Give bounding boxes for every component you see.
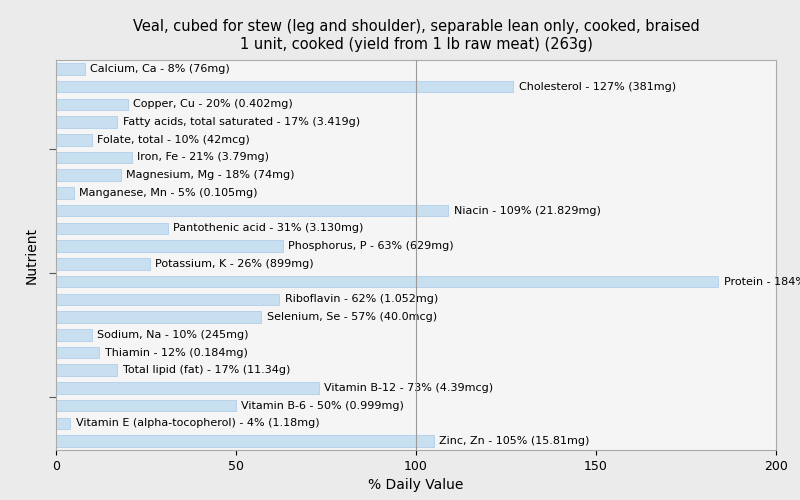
- Bar: [56, 312, 262, 323]
- Title: Veal, cubed for stew (leg and shoulder), separable lean only, cooked, braised
1 : Veal, cubed for stew (leg and shoulder),…: [133, 20, 699, 52]
- Bar: [56, 222, 168, 234]
- Bar: [56, 400, 236, 411]
- Text: Niacin - 109% (21.829mg): Niacin - 109% (21.829mg): [454, 206, 601, 216]
- Text: Phosphorus, P - 63% (629mg): Phosphorus, P - 63% (629mg): [288, 241, 454, 251]
- Text: Thiamin - 12% (0.184mg): Thiamin - 12% (0.184mg): [105, 348, 247, 358]
- Text: Sodium, Na - 10% (245mg): Sodium, Na - 10% (245mg): [98, 330, 249, 340]
- Bar: [56, 418, 70, 429]
- Bar: [56, 346, 99, 358]
- Bar: [56, 294, 279, 305]
- Text: Manganese, Mn - 5% (0.105mg): Manganese, Mn - 5% (0.105mg): [79, 188, 258, 198]
- Text: Total lipid (fat) - 17% (11.34g): Total lipid (fat) - 17% (11.34g): [122, 365, 290, 375]
- Text: Vitamin B-6 - 50% (0.999mg): Vitamin B-6 - 50% (0.999mg): [242, 400, 404, 410]
- Text: Folate, total - 10% (42mcg): Folate, total - 10% (42mcg): [98, 135, 250, 145]
- Bar: [56, 81, 514, 92]
- Bar: [56, 152, 132, 164]
- Bar: [56, 63, 85, 74]
- Text: Vitamin B-12 - 73% (4.39mcg): Vitamin B-12 - 73% (4.39mcg): [324, 383, 494, 393]
- Bar: [56, 329, 92, 340]
- Bar: [56, 436, 434, 447]
- X-axis label: % Daily Value: % Daily Value: [368, 478, 464, 492]
- Text: Copper, Cu - 20% (0.402mg): Copper, Cu - 20% (0.402mg): [134, 100, 293, 110]
- Bar: [56, 134, 92, 145]
- Text: Cholesterol - 127% (381mg): Cholesterol - 127% (381mg): [518, 82, 676, 92]
- Text: Zinc, Zn - 105% (15.81mg): Zinc, Zn - 105% (15.81mg): [439, 436, 590, 446]
- Bar: [56, 205, 449, 216]
- Bar: [56, 98, 128, 110]
- Text: Magnesium, Mg - 18% (74mg): Magnesium, Mg - 18% (74mg): [126, 170, 294, 180]
- Text: Pantothenic acid - 31% (3.130mg): Pantothenic acid - 31% (3.130mg): [173, 224, 363, 234]
- Bar: [56, 116, 118, 128]
- Bar: [56, 364, 118, 376]
- Text: Selenium, Se - 57% (40.0mcg): Selenium, Se - 57% (40.0mcg): [266, 312, 437, 322]
- Text: Riboflavin - 62% (1.052mg): Riboflavin - 62% (1.052mg): [285, 294, 438, 304]
- Y-axis label: Nutrient: Nutrient: [25, 226, 38, 283]
- Bar: [56, 240, 283, 252]
- Text: Iron, Fe - 21% (3.79mg): Iron, Fe - 21% (3.79mg): [137, 152, 269, 162]
- Bar: [56, 170, 121, 181]
- Bar: [56, 187, 74, 198]
- Text: Protein - 184% (91.89g): Protein - 184% (91.89g): [724, 276, 800, 286]
- Bar: [56, 276, 718, 287]
- Text: Fatty acids, total saturated - 17% (3.419g): Fatty acids, total saturated - 17% (3.41…: [122, 117, 360, 127]
- Bar: [56, 258, 150, 270]
- Text: Calcium, Ca - 8% (76mg): Calcium, Ca - 8% (76mg): [90, 64, 230, 74]
- Bar: [56, 382, 318, 394]
- Text: Potassium, K - 26% (899mg): Potassium, K - 26% (899mg): [155, 259, 314, 269]
- Text: Vitamin E (alpha-tocopherol) - 4% (1.18mg): Vitamin E (alpha-tocopherol) - 4% (1.18m…: [76, 418, 319, 428]
